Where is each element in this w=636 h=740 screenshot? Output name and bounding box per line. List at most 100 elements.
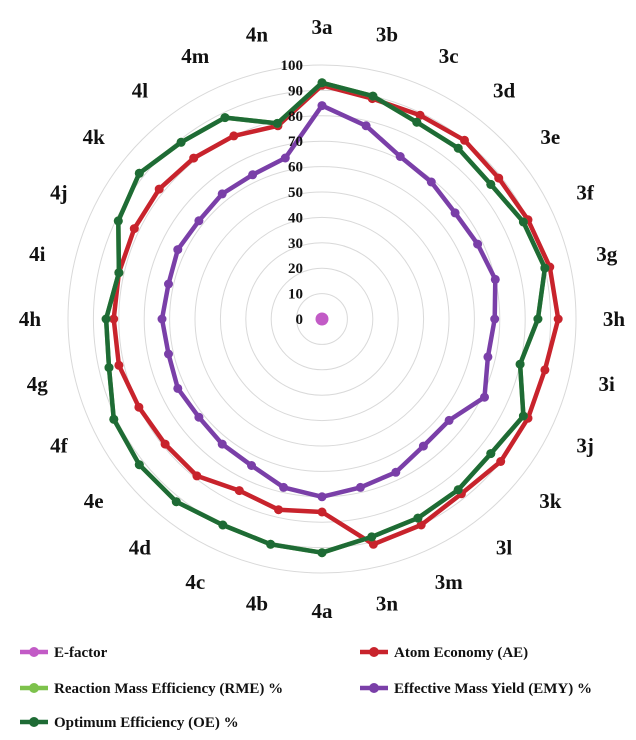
data-point	[217, 189, 227, 199]
series-0	[315, 312, 329, 326]
data-point	[192, 471, 202, 481]
data-point	[274, 505, 283, 515]
data-point	[160, 439, 170, 449]
category-label: 3d	[493, 79, 516, 103]
data-point	[483, 352, 493, 362]
category-label: 4f	[50, 434, 69, 458]
tick-label: 90	[288, 83, 303, 99]
data-point	[317, 101, 327, 111]
category-label: 3a	[312, 15, 334, 39]
data-point	[426, 177, 436, 187]
data-point	[553, 314, 563, 324]
radial-tick-labels: 0 10 20 30 40 50 60 70 80 90 100	[281, 58, 304, 328]
data-point	[317, 78, 327, 88]
data-point	[229, 131, 239, 141]
data-point	[413, 513, 423, 523]
data-point	[194, 216, 204, 226]
legend-label: Optimum Efficiency (OE) %	[54, 715, 239, 731]
category-label: 3k	[539, 489, 562, 513]
data-point	[176, 137, 186, 147]
grid-ring	[194, 191, 450, 447]
legend-label: Reaction Mass Efficiency (RME) %	[54, 681, 283, 697]
data-point	[173, 245, 183, 255]
category-label: 4j	[50, 180, 68, 204]
category-label: 3c	[439, 44, 459, 68]
legend-marker	[369, 647, 379, 657]
category-label: 4b	[246, 592, 268, 616]
tick-label: 100	[281, 58, 304, 74]
data-point	[416, 520, 426, 530]
tick-label: 0	[296, 312, 304, 328]
tick-label: 80	[288, 109, 303, 125]
series-4	[101, 78, 550, 558]
category-label: 4i	[29, 242, 46, 266]
data-point	[218, 520, 228, 530]
data-point	[540, 263, 550, 273]
data-point	[113, 216, 123, 226]
category-label: 4l	[132, 79, 149, 103]
data-point	[367, 532, 377, 542]
category-label: 4m	[181, 44, 210, 68]
data-point	[164, 349, 173, 359]
data-point	[415, 110, 425, 120]
data-point	[540, 365, 550, 375]
data-point	[157, 314, 167, 324]
category-label: 4d	[129, 535, 152, 559]
category-label: 4k	[83, 125, 106, 149]
data-point	[518, 217, 528, 227]
legend-marker	[29, 717, 39, 727]
data-point	[114, 360, 124, 370]
grid-ring	[169, 166, 475, 472]
category-label: 3l	[496, 535, 513, 559]
data-point	[104, 363, 114, 373]
data-point	[480, 392, 489, 402]
grid-ring	[296, 293, 348, 345]
data-point	[490, 314, 500, 324]
data-point	[234, 486, 244, 496]
data-point	[134, 402, 144, 412]
data-point	[266, 539, 276, 549]
category-label: 4a	[312, 599, 334, 623]
data-point	[272, 118, 282, 128]
legend-item: E-factor	[20, 645, 108, 661]
data-point	[355, 482, 365, 492]
data-point	[450, 208, 460, 218]
data-point	[368, 539, 378, 549]
data-point	[453, 143, 463, 153]
grid-ring	[118, 115, 526, 523]
data-point	[444, 415, 454, 425]
category-label: 3j	[576, 434, 594, 458]
data-point	[134, 168, 144, 178]
series-line	[111, 83, 561, 547]
data-point	[533, 314, 543, 324]
legend-item: Reaction Mass Efficiency (RME) %	[20, 681, 283, 697]
category-label: 3f	[576, 180, 595, 204]
data-point	[134, 460, 144, 470]
data-point	[473, 239, 483, 249]
data-point	[518, 411, 528, 421]
data-point	[361, 121, 371, 131]
data-point	[247, 461, 256, 470]
legend-item: Effective Mass Yield (EMY) %	[360, 681, 592, 697]
data-point	[317, 548, 327, 558]
data-point	[171, 497, 181, 507]
category-labels: 3a 3b 3c 3d 3e 3f 3g 3h 3i 3j 3k 3l 3m 3n 4a 4b 4c 4d 4e 4f…	[19, 15, 626, 623]
data-point	[486, 449, 496, 459]
category-label: 4h	[19, 307, 42, 331]
series-line	[159, 103, 498, 500]
category-label: 3i	[599, 372, 616, 396]
category-label: 3h	[603, 307, 626, 331]
legend: E-factor Atom Economy (AE) Reaction Mass E…	[20, 645, 592, 731]
data-point	[220, 113, 230, 123]
data-point	[317, 492, 327, 502]
legend-marker	[369, 683, 379, 693]
tick-label: 30	[288, 236, 303, 252]
grid-ring	[67, 64, 577, 574]
data-point	[418, 441, 428, 451]
legend-item: Atom Economy (AE)	[360, 645, 528, 661]
data-point	[317, 507, 327, 517]
data-point	[248, 170, 258, 180]
category-label: 3e	[540, 125, 560, 149]
data-point	[109, 414, 119, 424]
